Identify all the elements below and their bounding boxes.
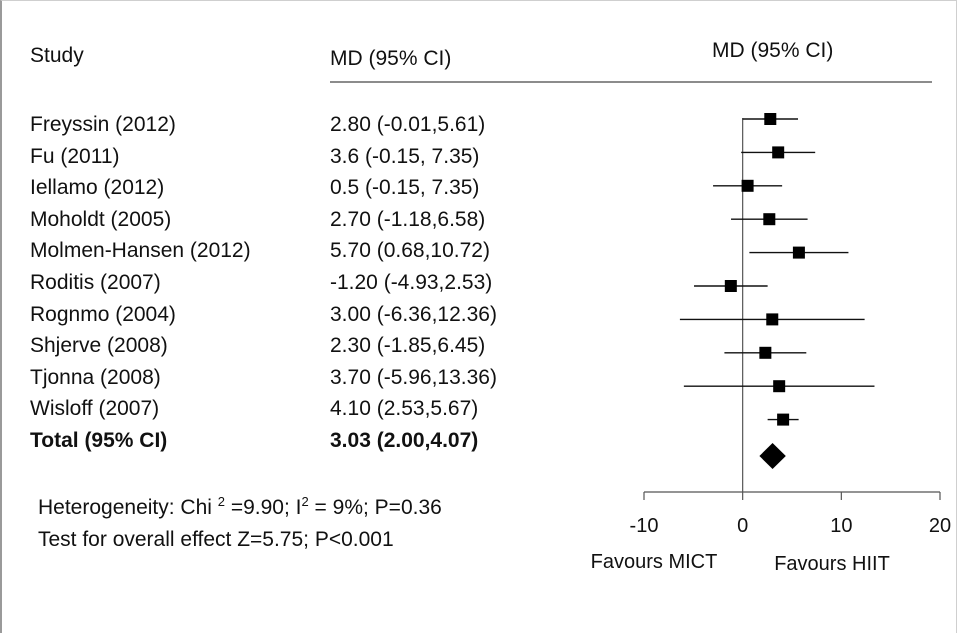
study-name: Rognmo (2004) [30, 302, 176, 326]
study-name: Molmen-Hansen (2012) [30, 239, 251, 263]
total-md-ci: 3.03 (2.00,4.07) [330, 429, 479, 452]
total-label: Total (95% CI) [30, 429, 168, 452]
study-name: Iellamo (2012) [30, 176, 165, 200]
x-tick-label: 0 [737, 515, 748, 537]
x-tick-label: -10 [630, 515, 659, 537]
study-name: Shjerve (2008) [30, 334, 168, 358]
effect-marker [759, 346, 772, 359]
study-name: Tjonna (2008) [30, 365, 161, 389]
effect-marker [792, 246, 805, 259]
favours-left-label: Favours MICT [591, 551, 718, 573]
effect-marker [773, 380, 786, 393]
study-md-ci: 3.00 (-6.36,12.36) [330, 302, 497, 326]
heterogeneity-sup1: 2 [217, 494, 225, 509]
pooled-diamond [759, 443, 786, 469]
heterogeneity-suffix: = 9%; P=0.36 [308, 496, 442, 519]
study-md-ci: 2.30 (-1.85,6.45) [330, 334, 486, 358]
study-column-header: Study [30, 44, 84, 67]
effect-marker [766, 313, 779, 326]
study-md-ci: 3.70 (-5.96,13.36) [330, 365, 497, 389]
effect-marker [763, 213, 776, 226]
effect-marker [724, 280, 737, 292]
plot-column-header: MD (95% CI) [712, 39, 834, 62]
heterogeneity-sup2: 2 [301, 494, 309, 509]
study-md-ci: 2.80 (-0.01,5.61) [330, 113, 486, 136]
heterogeneity-prefix: Heterogeneity: Chi [38, 496, 218, 519]
study-md-ci: -1.20 (-4.93,2.53) [330, 271, 493, 294]
x-tick-label: 20 [929, 515, 951, 537]
effect-marker [741, 179, 754, 192]
study-name: Freyssin (2012) [30, 113, 176, 136]
overall-effect-text: Test for overall effect Z=5.75; P<0.001 [38, 528, 394, 551]
effect-marker [772, 146, 785, 159]
effect-marker [777, 413, 790, 426]
study-name: Fu (2011) [30, 144, 120, 168]
effect-marker [764, 113, 777, 125]
study-md-ci: 4.10 (2.53,5.67) [330, 397, 479, 421]
heterogeneity-mid: =9.90; I [225, 496, 302, 519]
study-md-ci: 5.70 (0.68,10.72) [330, 239, 490, 263]
heterogeneity-text: Heterogeneity: Chi 2 =9.90; I2 = 9%; P=0… [38, 494, 442, 520]
favours-right-label: Favours HIIT [774, 553, 890, 575]
study-name: Roditis (2007) [30, 271, 161, 294]
study-md-ci: 3.6 (-0.15, 7.35) [330, 144, 480, 168]
md-column-header: MD (95% CI) [330, 47, 452, 70]
study-name: Moholdt (2005) [30, 207, 172, 231]
x-tick-label: 10 [830, 515, 852, 537]
study-md-ci: 2.70 (-1.18,6.58) [330, 207, 486, 231]
study-name: Wisloff (2007) [30, 397, 160, 421]
study-md-ci: 0.5 (-0.15, 7.35) [330, 176, 480, 200]
